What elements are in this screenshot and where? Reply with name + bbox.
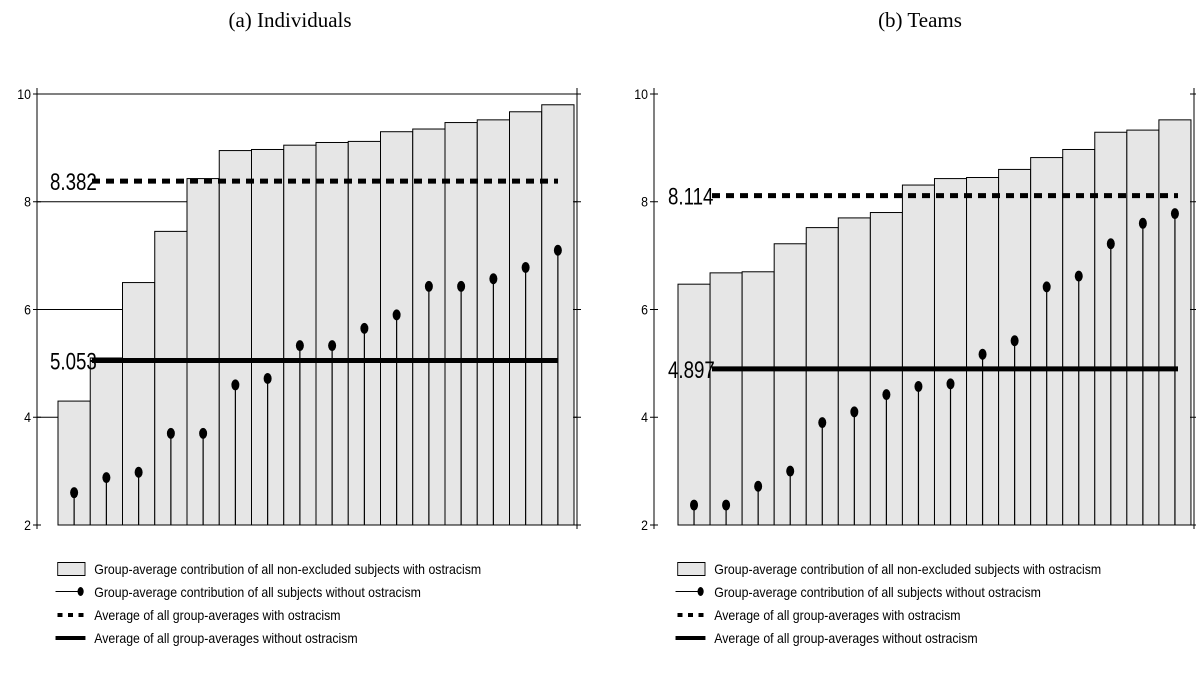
lollipop-point — [1010, 335, 1019, 347]
bar — [677, 283, 711, 526]
dashed-line-icon — [672, 604, 709, 626]
lollipop-point — [1074, 270, 1083, 282]
panel-title-teams: (b) Teams — [878, 8, 962, 32]
y-tick-label: 2 — [24, 517, 31, 533]
lollipop-point — [102, 472, 111, 484]
y-tick-label: 8 — [641, 194, 648, 210]
lollipop-point — [754, 480, 763, 492]
legend-label: Average of all group-averages without os… — [94, 630, 358, 646]
legend-label: Group-average contribution of all non-ex… — [714, 561, 1102, 577]
y-tick-label: 4 — [641, 410, 648, 426]
legend-item-lollipop: Group-average contribution of all subjec… — [52, 581, 421, 603]
legend-label: Group-average contribution of all subjec… — [94, 584, 421, 600]
lollipop-point — [882, 389, 891, 401]
legend-item-solid: Average of all group-averages without os… — [52, 627, 358, 649]
dashed-line-icon — [52, 604, 89, 626]
avg-without-label: 4.897 — [668, 357, 715, 384]
lollipop-point — [1042, 281, 1051, 293]
lollipop-point — [457, 280, 466, 292]
lollipop-point — [850, 406, 859, 418]
avg-with-label: 8.382 — [50, 169, 97, 196]
bar — [709, 272, 743, 526]
lollipop-point — [1170, 208, 1179, 220]
lollipop-point — [1106, 238, 1115, 250]
lollipop-point — [786, 465, 795, 477]
lollipop-icon — [52, 581, 89, 603]
y-tick-label: 8 — [24, 194, 31, 210]
lollipop-point — [1138, 217, 1147, 229]
lollipop-point — [70, 487, 79, 499]
lollipop-point — [295, 340, 304, 352]
legend-item-bars: Group-average contribution of all non-ex… — [52, 558, 481, 580]
legend-label: Average of all group-averages with ostra… — [94, 607, 341, 623]
lollipop-point — [553, 244, 562, 256]
panel-title-individuals: (a) Individuals — [228, 8, 352, 32]
chart-individuals: 2 4 6 8 10 8.382 5.053 — [17, 86, 581, 533]
legend-item-bars: Group-average contribution of all non-ex… — [672, 558, 1101, 580]
legend-label: Group-average contribution of all non-ex… — [94, 561, 482, 577]
avg-without-label: 5.053 — [50, 348, 97, 375]
bar-swatch-icon — [52, 558, 89, 580]
legend-item-lollipop: Group-average contribution of all subjec… — [672, 581, 1041, 603]
lollipop-point — [690, 499, 699, 511]
legend-item-solid: Average of all group-averages without os… — [672, 627, 978, 649]
legend-label: Group-average contribution of all subjec… — [714, 584, 1041, 600]
lollipop-point — [231, 379, 240, 391]
lollipop-point — [978, 348, 987, 360]
y-tick-label: 4 — [24, 410, 31, 426]
y-tick-label: 6 — [24, 302, 31, 318]
lollipop-point — [818, 417, 827, 429]
lollipop-point — [360, 322, 369, 334]
lollipop-point — [489, 273, 498, 285]
lollipop-point — [199, 427, 208, 439]
legend-label: Average of all group-averages without os… — [714, 630, 978, 646]
lollipop-point — [166, 427, 175, 439]
lollipop-point — [134, 466, 143, 478]
y-tick-label: 10 — [634, 86, 648, 102]
lollipop-point — [328, 340, 337, 352]
lollipop-point — [722, 499, 731, 511]
lollipop-point — [424, 280, 433, 292]
solid-line-icon — [52, 627, 89, 649]
lollipop-icon — [672, 581, 709, 603]
solid-line-icon — [672, 627, 709, 649]
lollipop-point — [392, 309, 401, 321]
y-tick-label: 2 — [641, 517, 648, 533]
lollipop-point — [914, 381, 923, 393]
bar-swatch-icon — [672, 558, 709, 580]
y-tick-label: 10 — [17, 86, 31, 102]
legend-item-dashed: Average of all group-averages with ostra… — [672, 604, 961, 626]
legend-label: Average of all group-averages with ostra… — [714, 607, 961, 623]
legend-item-dashed: Average of all group-averages with ostra… — [52, 604, 341, 626]
lollipop-point — [521, 261, 530, 273]
lollipop-point — [263, 372, 272, 384]
y-tick-label: 6 — [641, 302, 648, 318]
avg-with-label: 8.114 — [668, 183, 713, 210]
lollipop-point — [946, 378, 955, 390]
chart-teams: 2 4 6 8 10 8.114 4.897 — [634, 86, 1196, 533]
